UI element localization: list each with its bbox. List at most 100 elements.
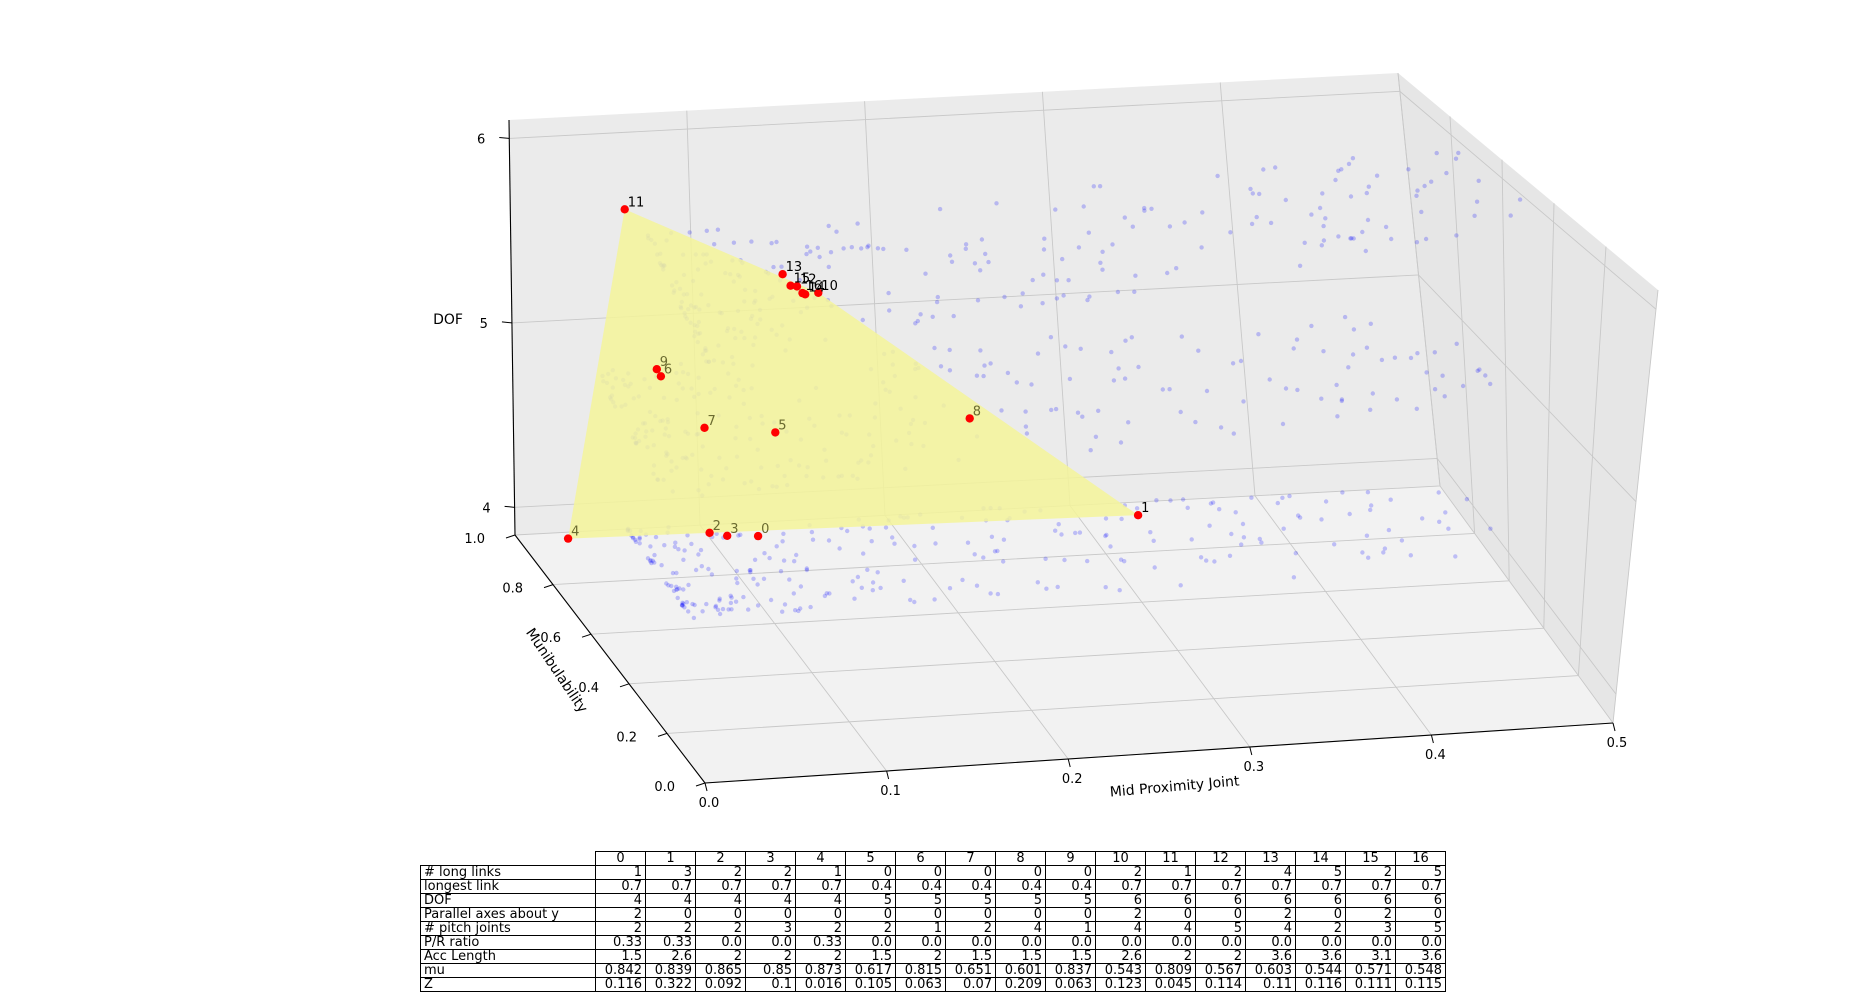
table-cell: 0.0 xyxy=(745,935,796,950)
cloud-point xyxy=(1280,495,1285,500)
cloud-point xyxy=(1044,586,1049,591)
point-label: 9 xyxy=(660,355,668,370)
cloud-point xyxy=(797,277,802,283)
table-cell: 0 xyxy=(895,865,946,880)
cloud-point xyxy=(948,253,953,258)
table-cell: 0.567 xyxy=(1195,963,1246,978)
cloud-point xyxy=(1321,223,1326,229)
cloud-point xyxy=(648,544,653,549)
cloud-point xyxy=(1063,344,1068,349)
table-cell: 0.209 xyxy=(995,977,1046,992)
cloud-point xyxy=(1136,364,1141,370)
cloud-point xyxy=(675,595,680,601)
table-cell: 0.045 xyxy=(1145,977,1196,992)
table-cell: 2.6 xyxy=(1095,949,1146,964)
table-column-header: 16 xyxy=(1395,851,1446,866)
cloud-point xyxy=(1001,559,1006,564)
table-cell: 0 xyxy=(745,907,796,922)
cloud-point xyxy=(1198,555,1204,560)
cloud-point xyxy=(714,531,719,536)
table-column-header: 7 xyxy=(945,851,996,866)
cloud-point xyxy=(978,268,983,273)
table-cell: 1.5 xyxy=(595,949,646,964)
cloud-point xyxy=(947,586,953,591)
cloud-point xyxy=(1080,414,1085,419)
cloud-point xyxy=(1368,321,1374,326)
cloud-point xyxy=(1309,212,1314,217)
table-cell: 1.5 xyxy=(1045,949,1096,964)
z-tick xyxy=(504,505,515,508)
table-cell: 2 xyxy=(795,921,846,936)
cloud-point xyxy=(1365,490,1371,495)
table-cell: 0.651 xyxy=(945,963,996,978)
cloud-point xyxy=(974,583,980,588)
cloud-point xyxy=(881,246,886,252)
cloud-point xyxy=(1296,513,1301,518)
cloud-point xyxy=(1348,194,1354,199)
table-cell: 0.7 xyxy=(1095,879,1146,894)
axis-lines xyxy=(508,119,1614,784)
table-cell: 0.873 xyxy=(795,963,846,978)
cloud-point xyxy=(1174,266,1179,271)
y-axis-line xyxy=(514,534,706,784)
cloud-point xyxy=(680,603,685,608)
cloud-point xyxy=(1323,499,1329,504)
cloud-point xyxy=(912,543,917,549)
cloud-point xyxy=(1134,506,1140,511)
cloud-point xyxy=(1165,270,1170,276)
x-tick xyxy=(1612,722,1616,732)
table-column-header: 3 xyxy=(745,851,796,866)
z-tick-label: 4 xyxy=(482,501,490,516)
cloud-point xyxy=(1230,361,1236,366)
cloud-point xyxy=(768,597,774,603)
cloud-point xyxy=(1424,370,1429,375)
table-row: longest link 0.7 0.7 0.7 0.7 0.7 0.4 0.4 0.4 0.4 0… xyxy=(420,879,1446,894)
cloud-point xyxy=(1078,346,1083,351)
cloud-point xyxy=(1199,245,1204,250)
table-cell: 0.322 xyxy=(645,977,696,992)
cloud-point xyxy=(826,264,831,270)
cloud-point xyxy=(706,566,711,572)
cloud-point xyxy=(1218,425,1224,430)
table-cell: 0.0 xyxy=(1345,935,1396,950)
table-cell: 0 xyxy=(1045,907,1096,922)
table-row-label: DOF xyxy=(420,893,596,908)
cloud-point xyxy=(999,408,1004,413)
cloud-point xyxy=(704,601,709,607)
cloud-point xyxy=(804,244,810,249)
cloud-point xyxy=(1100,267,1105,272)
cloud-point xyxy=(791,591,796,596)
cloud-point xyxy=(1228,230,1233,235)
table-cell: 5 xyxy=(1395,865,1446,880)
cloud-point xyxy=(779,264,784,269)
table-cell: 4 xyxy=(995,921,1046,936)
cloud-point xyxy=(1295,387,1300,393)
cloud-point xyxy=(735,580,740,586)
cloud-point xyxy=(1077,530,1083,535)
table-cell: 0.105 xyxy=(845,977,896,992)
cloud-point xyxy=(1240,521,1246,527)
cloud-point xyxy=(875,570,880,575)
cloud-point xyxy=(1229,531,1234,537)
table-row: # pitch joints 2 2 2 3 2 2 1 2 4 1 4 4 5 4 2 3 5 xyxy=(420,921,1446,936)
cloud-point xyxy=(1281,526,1286,531)
table-cell: 0.063 xyxy=(895,977,946,992)
cloud-point xyxy=(828,250,834,255)
table-column-header: 14 xyxy=(1295,851,1346,866)
table-cell: 2 xyxy=(745,865,796,880)
highlight-point xyxy=(656,372,666,381)
table-cell: 0.865 xyxy=(695,963,746,978)
cloud-point xyxy=(1275,500,1281,506)
cloud-point xyxy=(855,221,860,226)
cloud-point xyxy=(1060,256,1065,262)
grid-line-y xyxy=(666,246,1607,734)
table-cell: 0.0 xyxy=(895,935,946,950)
table-cell: 0.617 xyxy=(845,963,896,978)
table-cell: 0.0 xyxy=(1045,935,1096,950)
cloud-point xyxy=(771,264,776,270)
table-cell: 0.0 xyxy=(1095,935,1146,950)
table-column-header: 4 xyxy=(795,851,846,866)
cloud-point xyxy=(1414,193,1419,198)
table-cell: 0.0 xyxy=(995,935,1046,950)
hull-polygon xyxy=(568,209,1139,539)
